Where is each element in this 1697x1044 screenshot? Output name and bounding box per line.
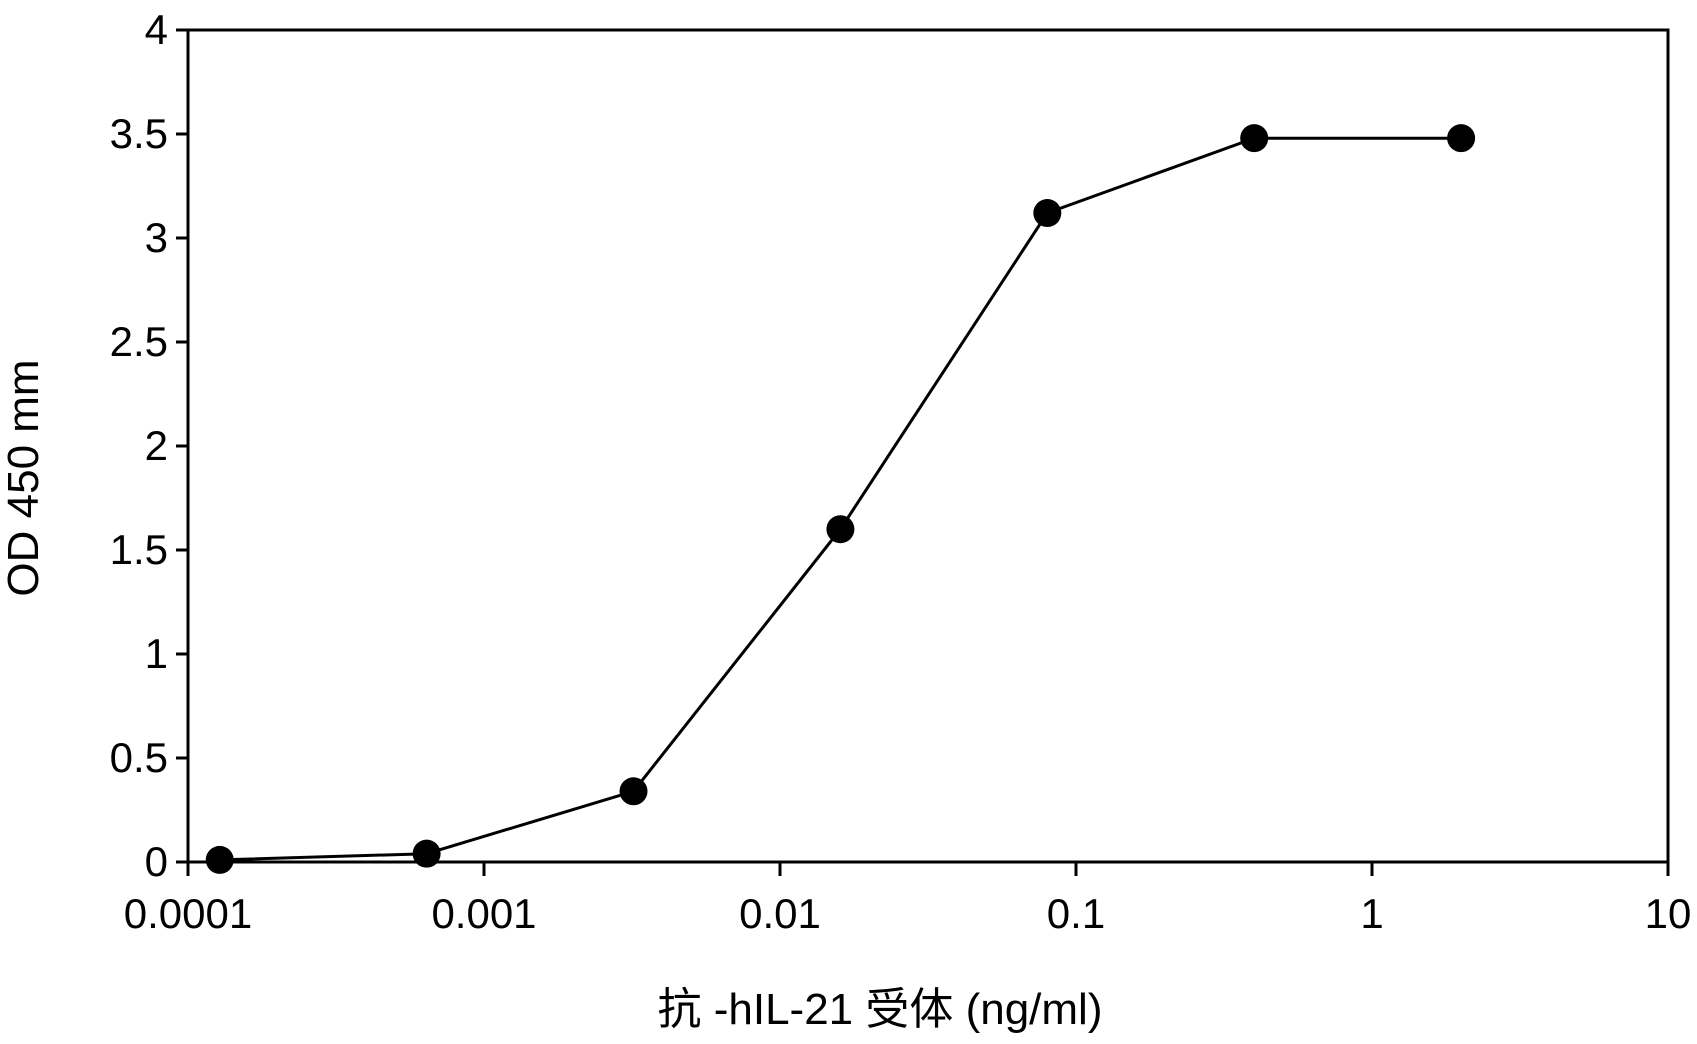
data-point [206,846,234,874]
x-tick-label: 0.0001 [124,890,252,937]
x-tick-label: 0.001 [431,890,536,937]
plot-area-frame [188,30,1668,862]
y-tick-label: 4 [145,6,168,53]
data-point [413,840,441,868]
y-axis-title: OD 450 mm [0,359,48,596]
data-point [1240,124,1268,152]
series-layer [206,124,1475,874]
x-tick-label: 0.1 [1047,890,1105,937]
x-tick-label: 1 [1360,890,1383,937]
x-axis-title: 抗 -hIL-21 受体 (ng/ml) [658,985,1103,1034]
y-tick-label: 1.5 [110,526,168,573]
x-tick-label: 0.01 [739,890,821,937]
y-tick-label: 1 [145,630,168,677]
y-tick-label: 0 [145,838,168,885]
series-line [220,138,1461,860]
data-point [1447,124,1475,152]
x-tick-label: 10 [1645,890,1692,937]
y-axis: 0 0.5 1 1.5 2 2.5 3 3.5 4 [110,6,188,885]
y-tick-label: 2 [145,422,168,469]
data-point [620,777,648,805]
y-tick-label: 2.5 [110,318,168,365]
data-point [1033,199,1061,227]
y-tick-label: 3 [145,214,168,261]
y-tick-label: 3.5 [110,110,168,157]
data-point [826,515,854,543]
x-axis: 0.0001 0.001 0.01 0.1 1 10 [124,862,1692,937]
y-tick-label: 0.5 [110,734,168,781]
